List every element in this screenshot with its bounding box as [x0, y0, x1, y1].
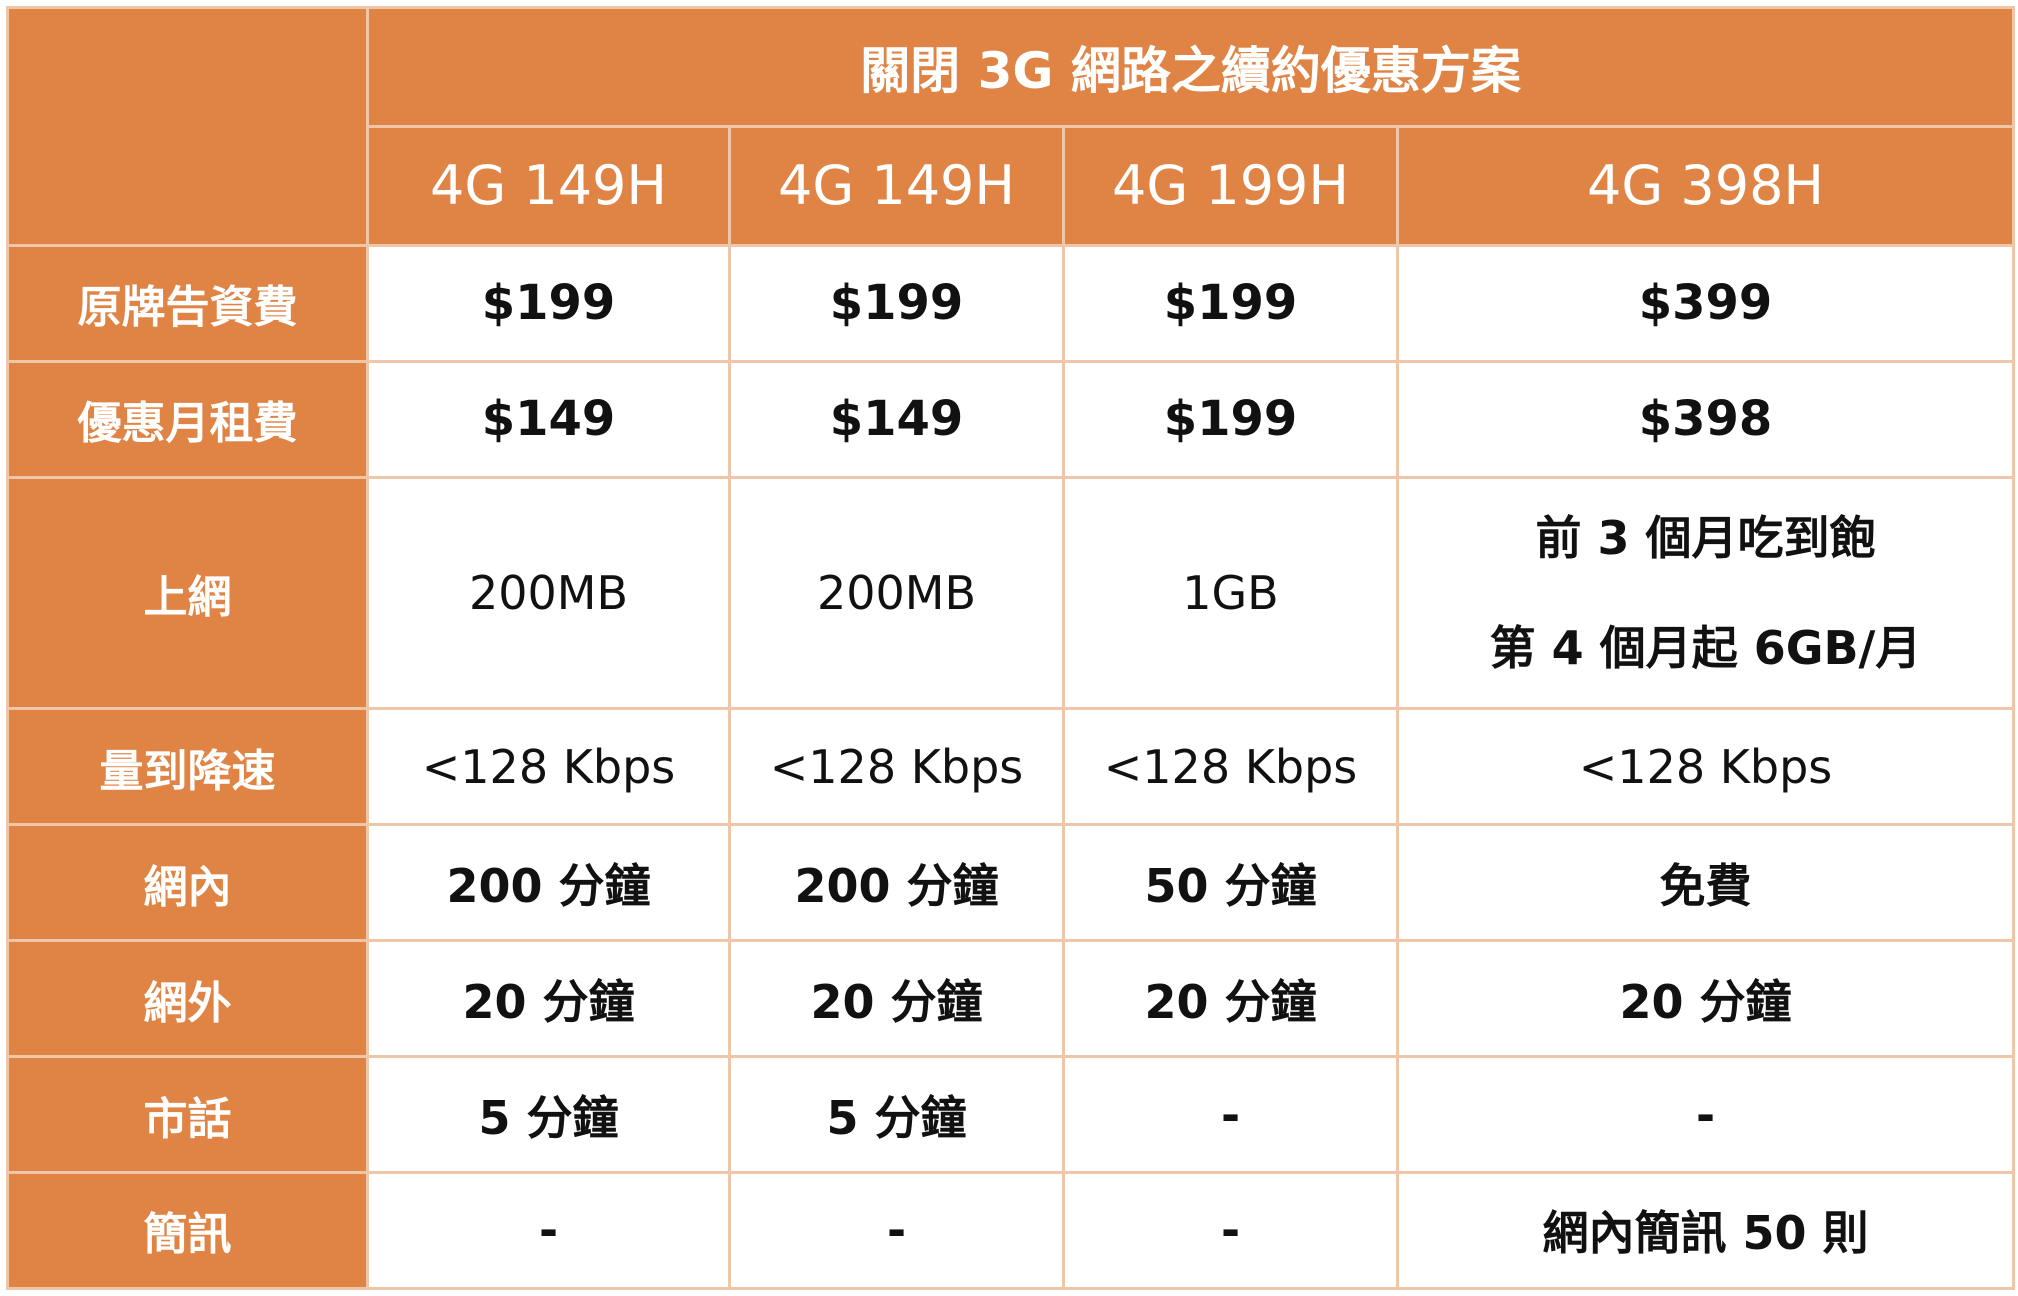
table-cell: <128 Kbps	[1062, 707, 1399, 827]
table-cell: 20 分鐘	[366, 939, 731, 1059]
row-label-off-net: 網外	[6, 939, 369, 1059]
table-cell: -	[1395, 1055, 2016, 1174]
table-cell: 200 分鐘	[366, 823, 731, 943]
table-cell: 50 分鐘	[1062, 823, 1399, 943]
table-cell: $199	[1062, 243, 1399, 363]
table-cell: $149	[366, 359, 731, 479]
row-label-list-price: 原牌告資費	[6, 243, 369, 363]
table-cell: $399	[1395, 243, 2016, 363]
plan-name-2: 4G 149H	[728, 124, 1065, 247]
table-cell: $199	[728, 243, 1065, 363]
plan-name-1: 4G 149H	[366, 124, 731, 247]
table-cell: <128 Kbps	[366, 707, 731, 827]
row-label-data: 上網	[6, 475, 369, 711]
table-row: 網內 200 分鐘 200 分鐘 50 分鐘 免費	[6, 823, 2016, 943]
corner-cell	[6, 6, 369, 247]
row-label-on-net: 網內	[6, 823, 369, 943]
title-row: 關閉 3G 網路之續約優惠方案	[6, 6, 2016, 247]
table-cell: $199	[1062, 359, 1399, 479]
table-cell: -	[728, 1170, 1065, 1291]
table-cell: 20 分鐘	[1062, 939, 1399, 1059]
table-cell: 20 分鐘	[728, 939, 1065, 1059]
table-cell: $199	[366, 243, 731, 363]
table-cell: <128 Kbps	[1395, 707, 2016, 827]
plan-name-4: 4G 398H	[1395, 124, 2016, 247]
table-cell-multiline: 前 3 個月吃到飽 第 4 個月起 6GB/月	[1395, 475, 2016, 711]
row-label-throttle: 量到降速	[6, 707, 369, 827]
table-row: 上網 200MB 200MB 1GB 前 3 個月吃到飽 第 4 個月起 6GB…	[6, 475, 2016, 711]
table-row: 市話 5 分鐘 5 分鐘 - -	[6, 1055, 2016, 1174]
table-row: 簡訊 - - - 網內簡訊 50 則	[6, 1170, 2016, 1291]
plan-comparison-table: 關閉 3G 網路之續約優惠方案 4G 149H 4G 149H 4G 199H …	[6, 6, 2016, 1291]
table-cell: -	[366, 1170, 731, 1291]
plan-name-3: 4G 199H	[1062, 124, 1399, 247]
table-cell: 200MB	[728, 475, 1065, 711]
table-cell: 200MB	[366, 475, 731, 711]
table-cell: 5 分鐘	[728, 1055, 1065, 1174]
table-cell: $398	[1395, 359, 2016, 479]
table-cell: 5 分鐘	[366, 1055, 731, 1174]
table-cell: 免費	[1395, 823, 2016, 943]
table-cell: 20 分鐘	[1395, 939, 2016, 1059]
table-row: 量到降速 <128 Kbps <128 Kbps <128 Kbps <128 …	[6, 707, 2016, 827]
row-label-sms: 簡訊	[6, 1170, 369, 1291]
table-cell: 網內簡訊 50 則	[1395, 1170, 2016, 1291]
row-label-landline: 市話	[6, 1055, 369, 1174]
table-row: 優惠月租費 $149 $149 $199 $398	[6, 359, 2016, 479]
table-cell: 1GB	[1062, 475, 1399, 711]
data-line-2: 第 4 個月起 6GB/月	[1489, 621, 1922, 676]
table-row: 原牌告資費 $199 $199 $199 $399	[6, 243, 2016, 363]
table-cell: -	[1062, 1170, 1399, 1291]
plan-header-row: 4G 149H 4G 149H 4G 199H 4G 398H	[8, 124, 2016, 247]
table-cell: 200 分鐘	[728, 823, 1065, 943]
table-cell: -	[1062, 1055, 1399, 1174]
table-row: 網外 20 分鐘 20 分鐘 20 分鐘 20 分鐘	[6, 939, 2016, 1059]
table-cell: <128 Kbps	[728, 707, 1065, 827]
row-label-discount-fee: 優惠月租費	[6, 359, 369, 479]
table-title: 關閉 3G 網路之續約優惠方案	[365, 6, 2016, 128]
table-cell: $149	[728, 359, 1065, 479]
data-line-1: 前 3 個月吃到飽	[1535, 511, 1876, 566]
